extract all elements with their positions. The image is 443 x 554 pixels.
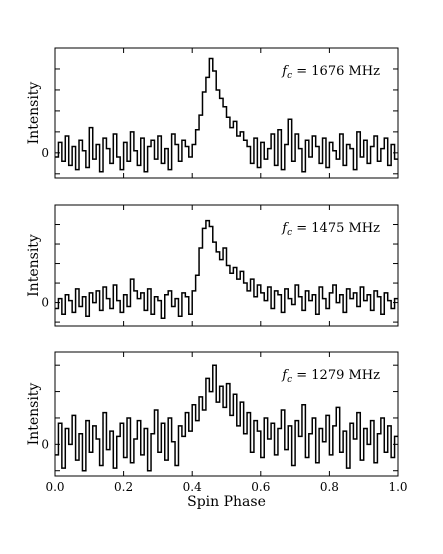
y-tick-label: 0 [41,296,49,310]
frequency-annotation: fc = 1676 MHz [281,64,380,81]
profile-line [55,57,398,173]
plot-frame [54,204,399,327]
x-tick-label: 0.8 [320,480,339,494]
x-tick-label: 1.0 [388,480,407,494]
frequency-annotation: fc = 1279 MHz [281,368,380,385]
y-axis-label: Intensity [26,383,42,446]
plot-frame [54,351,399,477]
y-tick-label: 0 [41,437,49,451]
x-tick-label: 0.4 [183,480,202,494]
y-axis-label: Intensity [26,234,42,297]
x-axis-label: Spin Phase [187,494,266,510]
profile-line [55,219,398,319]
x-tick-label: 0.2 [114,480,133,494]
y-axis-label: Intensity [26,82,42,145]
y-tick-label: 0 [41,146,49,160]
profile-line [55,364,398,472]
x-tick-label: 0.0 [45,480,64,494]
frequency-annotation: fc = 1475 MHz [281,221,380,238]
x-tick-label: 0.6 [251,480,270,494]
plot-frame [54,47,399,179]
